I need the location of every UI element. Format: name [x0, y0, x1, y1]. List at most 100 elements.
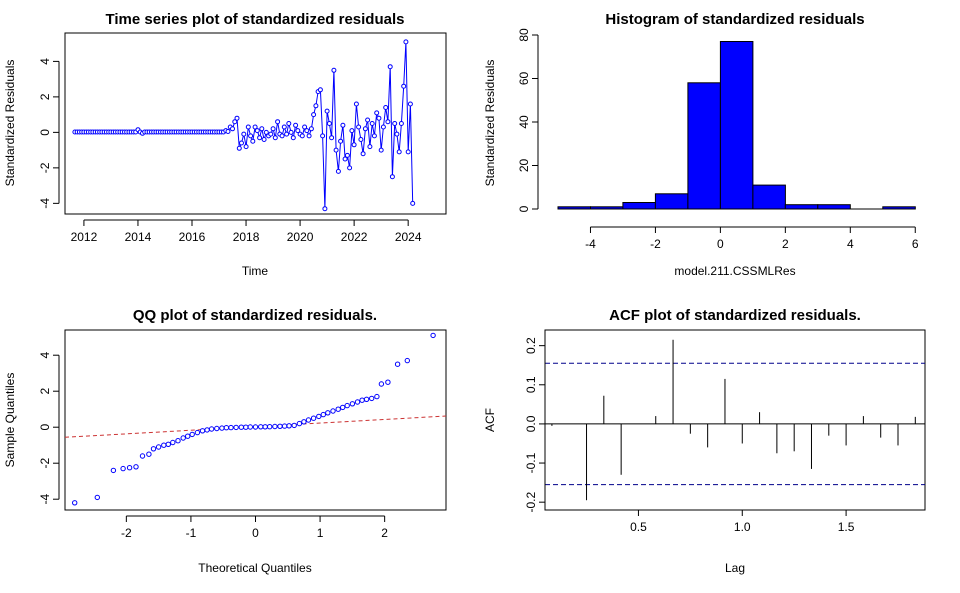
qq-point — [72, 500, 78, 506]
ts-point — [275, 119, 281, 125]
hist-bar — [817, 204, 851, 210]
ts-point — [326, 121, 332, 126]
hist-y-tick-label: 60 — [517, 72, 531, 86]
qq-point — [262, 424, 268, 430]
qq-point — [185, 433, 191, 439]
ts-point — [387, 64, 393, 70]
ts-point — [389, 174, 395, 180]
ts-point — [239, 140, 244, 146]
ts-point — [257, 135, 263, 141]
hist-y-tick-label: 80 — [517, 28, 531, 42]
ts-x-tick-label: 2022 — [341, 230, 368, 244]
ts-point — [281, 124, 287, 130]
ts-point — [320, 133, 326, 139]
ts-point — [353, 101, 359, 107]
ts-x-tick-label: 2012 — [71, 230, 98, 244]
ts-point — [360, 151, 366, 157]
ts-x-tick-label: 2016 — [179, 230, 206, 244]
hist-y-tick-label: 0 — [517, 205, 531, 212]
qq-x-tick-label: -1 — [186, 526, 197, 540]
qq-point — [316, 413, 322, 420]
qq-y-tick-label: 4 — [38, 352, 52, 359]
hist-xlabel: model.211.CSSMLRes — [674, 264, 795, 278]
qq-point — [126, 465, 133, 471]
hist-bar — [687, 82, 721, 210]
ts-point — [243, 144, 249, 150]
ts-point — [365, 117, 371, 123]
ts-point — [234, 115, 240, 121]
ts-xlabel: Time — [242, 264, 269, 278]
ts-point — [331, 67, 337, 73]
ts-point — [293, 122, 299, 128]
qq-x-tick-label: -2 — [121, 526, 132, 540]
ts-point — [270, 126, 276, 132]
qq-point — [430, 332, 436, 339]
qq-point — [133, 464, 139, 470]
ts-plot-frame — [64, 32, 447, 215]
ts-point — [394, 131, 400, 137]
acf-x-tick-label: 0.5 — [630, 520, 647, 534]
ts-point — [347, 165, 353, 171]
qq-x-tick-label: 0 — [252, 526, 259, 540]
ts-point — [245, 124, 251, 130]
qq-point — [378, 381, 385, 387]
qq-point — [272, 423, 278, 430]
ts-point — [279, 133, 285, 139]
ts-point — [248, 133, 254, 139]
ts-x-tick-label: 2014 — [125, 230, 152, 244]
ts-point — [252, 124, 258, 130]
ts-point — [313, 103, 319, 109]
hist-bar — [654, 193, 689, 210]
ts-point — [254, 128, 260, 134]
acf-y-tick-label: -0.2 — [524, 492, 538, 513]
ts-point — [398, 121, 404, 126]
ts-point — [317, 87, 323, 93]
qq-point — [349, 401, 356, 407]
ts-y-tick-label: 2 — [38, 93, 52, 100]
acf-y-tick-label: 0.0 — [524, 415, 538, 432]
ts-point — [351, 142, 357, 148]
histogram-panel: Histogram of standardized residuals mode… — [483, 11, 919, 278]
qq-point — [291, 422, 297, 429]
qq-point — [258, 424, 264, 430]
qq-point — [301, 419, 307, 425]
ts-point — [380, 124, 386, 130]
qq-point — [155, 444, 162, 450]
qq-point — [281, 423, 288, 429]
qq-point — [94, 494, 101, 501]
acf-ylabel: ACF — [483, 408, 497, 432]
qq-point — [296, 420, 303, 427]
qq-point — [233, 424, 239, 431]
qq-point — [238, 424, 245, 430]
ts-y-tick-label: -4 — [38, 198, 52, 209]
acf-x-tick-label: 1.0 — [734, 520, 751, 534]
qq-point — [344, 402, 350, 409]
qq-y-tick-label: 2 — [38, 388, 52, 395]
ts-point — [308, 126, 314, 132]
ts-point — [261, 137, 267, 142]
ts-point — [295, 128, 301, 134]
hist-bar — [590, 206, 624, 210]
qq-point — [110, 467, 117, 474]
qq-point — [286, 423, 292, 429]
hist-bar — [622, 202, 656, 210]
qq-point — [194, 429, 201, 436]
acf-y-tick-label: 0.2 — [524, 337, 538, 354]
qq-point — [252, 424, 259, 430]
ts-point — [225, 129, 231, 134]
qq-point — [305, 417, 312, 423]
qq-point — [394, 361, 401, 367]
qq-point — [199, 428, 206, 434]
ts-point — [344, 152, 350, 158]
qq-point — [170, 439, 176, 446]
ts-x-tick-label: 2018 — [233, 230, 260, 244]
ts-point — [284, 131, 290, 137]
ts-point — [324, 108, 330, 114]
hist-title: Histogram of standardized residuals — [605, 11, 864, 28]
ts-y-tick-label: 4 — [38, 58, 52, 65]
qq-point — [277, 423, 283, 429]
ts-x-tick-label: 2024 — [395, 230, 422, 244]
hist-bar — [752, 184, 786, 210]
ts-point — [396, 149, 402, 155]
acf-panel: ACF plot of standardized residuals. Lag … — [483, 307, 926, 575]
